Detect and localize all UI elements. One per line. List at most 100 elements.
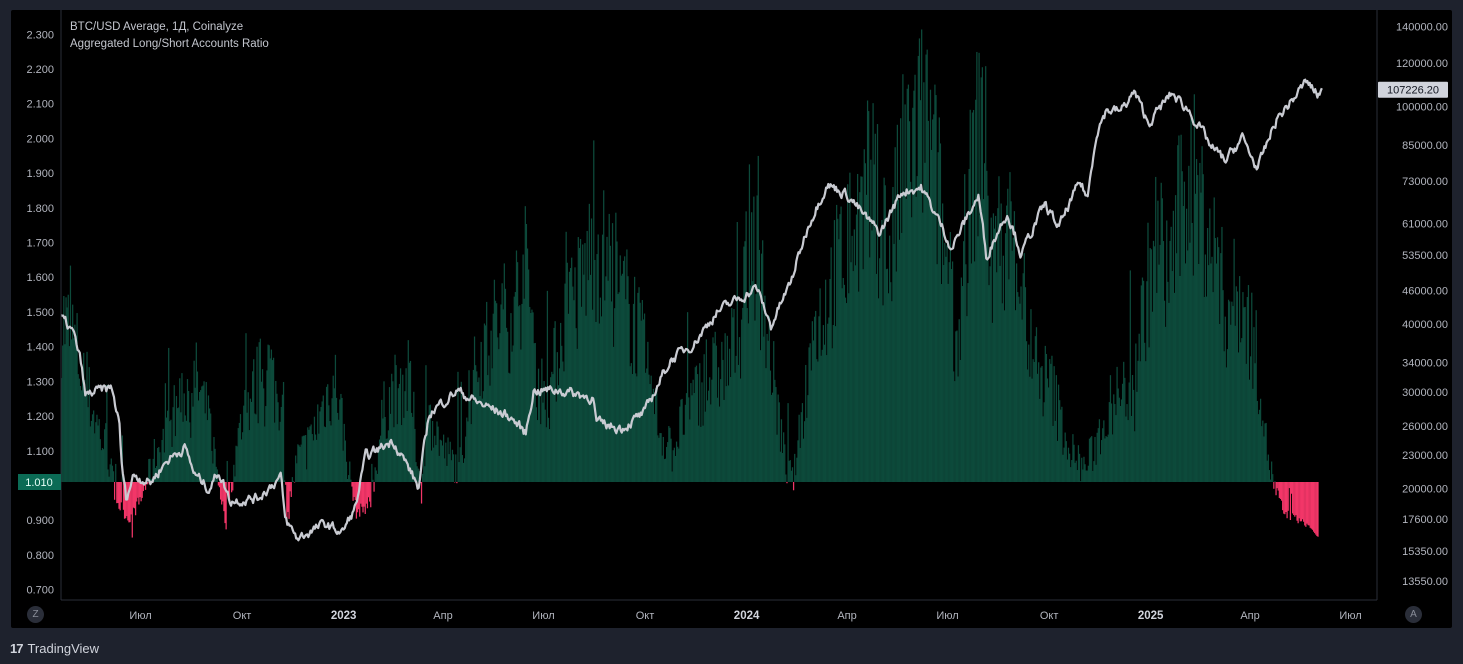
ratio-bar <box>72 304 74 482</box>
ratio-bar <box>1280 482 1283 501</box>
time-axis-label: Июл <box>1339 610 1361 622</box>
ratio-bar <box>1218 247 1220 482</box>
ratio-bar <box>1152 240 1155 482</box>
ratio-bar <box>136 482 138 502</box>
ratio-bar <box>675 441 678 482</box>
ratio-bar <box>535 407 537 482</box>
ratio-bar <box>228 482 231 501</box>
legend-indicator[interactable]: Aggregated Long/Short Accounts Ratio <box>70 38 269 50</box>
ratio-bar <box>465 436 467 482</box>
ratio-bar <box>777 394 779 482</box>
chart-frame[interactable]: 2.300 2.200 2.100 2.000 1.900 1.800 1.700 1.600… <box>11 10 1452 628</box>
ratio-bar <box>876 124 879 483</box>
auto-scale-button[interactable]: A <box>1405 606 1422 623</box>
ratio-bar <box>508 372 510 482</box>
ratio-bar <box>668 426 670 482</box>
ratio-bar <box>414 428 416 482</box>
ratio-bar <box>1013 211 1016 482</box>
ratio-bar <box>317 404 319 482</box>
ratio-bar <box>824 279 827 482</box>
ratio-bar <box>100 450 102 482</box>
ratio-bar <box>834 326 837 482</box>
ratio-bar <box>649 384 651 482</box>
left-axis-tick: 2.000 <box>26 133 54 145</box>
ratio-bar <box>704 411 706 482</box>
ratio-bar <box>362 482 364 513</box>
chart-canvas[interactable]: 2.300 2.200 2.100 2.000 1.900 1.800 1.700 1.600… <box>11 10 1452 628</box>
ratio-bar <box>1004 233 1007 482</box>
left-axis-tick: 2.300 <box>26 29 54 41</box>
ratio-bar <box>1203 297 1205 482</box>
ratio-bar <box>845 303 848 482</box>
ratio-bar <box>684 404 687 482</box>
ratio-bar <box>1261 426 1263 482</box>
ratio-bar <box>787 403 789 482</box>
ratio-bar <box>693 393 695 482</box>
ratio-bar <box>1063 447 1065 482</box>
ratio-bar <box>830 247 832 482</box>
ratio-bar <box>415 462 417 482</box>
ratio-bar <box>199 392 201 482</box>
ratio-bar <box>1082 469 1084 482</box>
ratio-bar <box>227 482 229 494</box>
ratio-bar <box>886 268 889 482</box>
tradingview-brand[interactable]: TradingView <box>27 640 100 656</box>
ratio-bar <box>1259 398 1262 482</box>
ratio-bar <box>705 339 707 482</box>
ratio-bar <box>691 395 693 482</box>
ratio-bar <box>221 482 223 505</box>
ratio-bar <box>737 364 740 482</box>
ratio-bars <box>61 29 1319 538</box>
ratio-bar <box>1123 361 1125 482</box>
ratio-bar <box>1086 470 1088 482</box>
ratio-bar <box>944 243 946 482</box>
ratio-bar <box>951 261 954 482</box>
ratio-bar <box>1158 264 1160 482</box>
left-axis-tick: 1.300 <box>26 376 54 388</box>
zoom-reset-button[interactable]: Z <box>27 606 44 623</box>
ratio-bar <box>1181 171 1183 483</box>
ratio-bar <box>144 482 147 490</box>
ratio-bar <box>405 368 407 482</box>
ratio-bar <box>406 410 408 482</box>
ratio-bar <box>1112 434 1114 482</box>
ratio-bar <box>176 408 179 482</box>
ratio-bar <box>505 327 508 482</box>
ratio-bar <box>615 212 617 482</box>
ratio-bar <box>194 387 196 482</box>
tradingview-logo-icon[interactable]: 17 <box>10 640 24 656</box>
ratio-bar <box>999 265 1001 482</box>
ratio-bar <box>99 439 101 482</box>
ratio-bar <box>178 407 180 482</box>
ratio-bar <box>498 349 500 482</box>
ratio-bar <box>564 283 566 482</box>
ratio-bar <box>1232 306 1234 482</box>
ratio-bar <box>459 447 461 482</box>
ratio-bar <box>373 482 375 492</box>
ratio-bar <box>1155 176 1157 482</box>
ratio-bar <box>625 299 627 482</box>
ratio-bar <box>300 444 302 482</box>
ratio-bar <box>163 452 165 482</box>
ratio-bar <box>1291 482 1294 514</box>
ratio-bar <box>161 439 163 482</box>
ratio-bar <box>516 262 519 482</box>
ratio-bar <box>717 367 720 482</box>
ratio-bar <box>246 412 248 482</box>
legend-symbol[interactable]: BTC/USD Average, 1Д, Coinalyze <box>70 21 244 33</box>
ratio-bar <box>727 385 730 482</box>
ratio-bar <box>499 333 501 482</box>
ratio-bar <box>77 374 79 482</box>
ratio-bar <box>868 111 870 482</box>
ratio-bar <box>1133 389 1135 482</box>
right-axis-tick: 85000.00 <box>1402 140 1448 152</box>
left-axis-tick: 1.500 <box>26 307 54 319</box>
ratio-bar <box>713 343 715 482</box>
ratio-bar <box>137 482 139 498</box>
ratio-bar <box>1044 345 1046 482</box>
ratio-bar <box>469 397 471 482</box>
ratio-bar <box>494 300 497 482</box>
ratio-bar <box>274 422 276 482</box>
ratio-bar <box>480 341 482 482</box>
ratio-bar <box>956 330 958 482</box>
